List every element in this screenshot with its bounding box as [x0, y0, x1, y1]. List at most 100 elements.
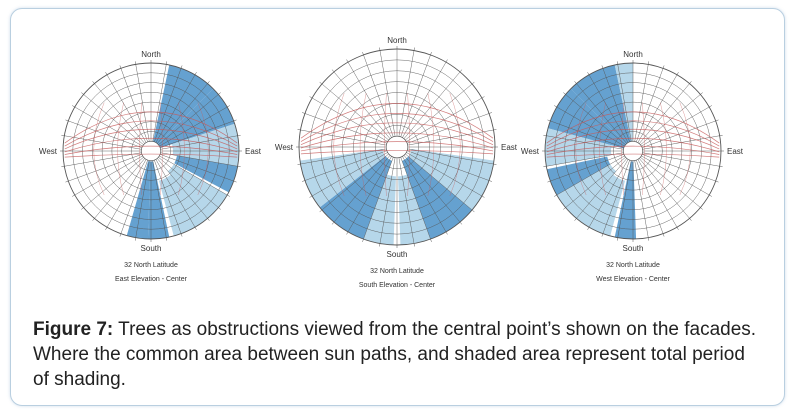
sun-path-curve — [546, 111, 720, 144]
azimuth-tick — [331, 221, 335, 225]
azimuth-tick — [563, 207, 566, 210]
azimuth-line — [405, 153, 473, 211]
shade-sector — [126, 161, 151, 239]
hour-line — [160, 102, 163, 196]
sun-path-curve — [546, 120, 720, 147]
sun-path-curve — [546, 128, 720, 150]
azimuth-tick — [319, 81, 323, 85]
azimuth-tick — [493, 163, 497, 165]
west-label: West — [39, 147, 58, 156]
azimuth-line — [400, 157, 431, 240]
hour-line — [575, 102, 587, 196]
azimuth-line — [155, 159, 196, 228]
azimuth-line — [94, 83, 145, 144]
azimuth-line — [617, 160, 632, 238]
sun-path-curve — [300, 150, 494, 155]
azimuth-line — [300, 148, 387, 165]
shade-sector — [158, 174, 208, 237]
azimuth-tick — [543, 166, 547, 168]
azimuth-line — [637, 74, 678, 143]
azimuth-line — [617, 64, 632, 142]
azimuth-tick — [297, 163, 301, 165]
azimuth-tick — [489, 180, 492, 182]
hour-line — [642, 102, 645, 196]
azimuth-tick — [554, 194, 557, 197]
azimuth-tick — [105, 227, 108, 230]
azimuth-line — [402, 156, 447, 232]
azimuth-tick — [379, 243, 381, 247]
azimuth-line — [158, 157, 219, 208]
sun-path-curve — [546, 153, 720, 158]
azimuth-line — [333, 71, 391, 139]
azimuth-tick — [105, 72, 108, 75]
elevation-label: West Elevation - Center — [596, 276, 670, 283]
azimuth-line — [550, 154, 624, 182]
azimuth-tick — [194, 72, 197, 75]
sun-path-curve — [64, 153, 238, 158]
azimuth-tick — [166, 61, 168, 65]
azimuth-line — [640, 94, 701, 145]
azimuth-line — [321, 83, 389, 141]
shade-sector — [174, 155, 238, 193]
azimuth-line — [565, 94, 626, 145]
azimuth-line — [152, 160, 167, 238]
sun-path-diagrams: North South East West 32 North Latitude … — [39, 36, 744, 289]
azimuth-line — [379, 157, 396, 244]
azimuth-line — [160, 120, 234, 148]
azimuth-line — [565, 157, 626, 208]
azimuth-tick — [72, 194, 75, 197]
south-label: South — [623, 244, 644, 253]
azimuth-tick — [413, 243, 415, 247]
azimuth-tick — [134, 61, 136, 65]
azimuth-tick — [227, 194, 230, 197]
azimuth-tick — [379, 47, 381, 51]
hour-line — [333, 93, 345, 197]
hour-line — [660, 102, 667, 196]
azimuth-line — [403, 155, 461, 223]
latitude-label: 32 North Latitude — [124, 262, 178, 269]
azimuth-tick — [616, 237, 618, 241]
azimuth-tick — [574, 81, 577, 84]
azimuth-tick — [134, 237, 136, 241]
azimuth-line — [398, 157, 415, 244]
azimuth-tick — [362, 239, 364, 242]
azimuth-tick — [700, 207, 703, 210]
azimuth-line — [333, 155, 391, 223]
azimuth-line — [641, 155, 710, 196]
azimuth-tick — [61, 166, 65, 168]
hour-line — [178, 102, 185, 196]
azimuth-line — [135, 64, 150, 142]
azimuth-tick — [587, 72, 590, 75]
azimuth-tick — [601, 65, 604, 69]
shade-sector — [171, 123, 239, 167]
azimuth-tick — [554, 105, 557, 108]
azimuth-line — [398, 50, 415, 137]
hour-line — [117, 102, 124, 196]
azimuth-tick — [227, 105, 230, 108]
azimuth-tick — [61, 134, 65, 136]
shade-sector — [152, 64, 214, 145]
azimuth-tick — [715, 119, 719, 122]
diagram-area: North South East West 32 North Latitude … — [11, 9, 784, 309]
azimuth-tick — [445, 59, 448, 63]
azimuth-tick — [309, 195, 313, 198]
hour-line — [384, 93, 387, 197]
azimuth-line — [157, 158, 208, 219]
azimuth-line — [588, 159, 629, 228]
north-label: North — [141, 50, 161, 59]
hour-line — [621, 102, 624, 196]
shade-sector — [570, 64, 632, 145]
azimuth-tick — [302, 180, 305, 182]
azimuth-tick — [237, 134, 241, 136]
azimuth-tick — [297, 129, 301, 131]
azimuth-line — [639, 158, 690, 219]
azimuth-tick — [445, 231, 448, 235]
azimuth-line — [68, 120, 142, 148]
azimuth-tick — [719, 134, 723, 136]
sun-path-curve — [64, 128, 238, 150]
azimuth-tick — [72, 105, 75, 108]
azimuth-tick — [331, 69, 335, 73]
azimuth-tick — [547, 119, 551, 122]
hour-line — [599, 102, 606, 196]
azimuth-tick — [547, 180, 551, 183]
